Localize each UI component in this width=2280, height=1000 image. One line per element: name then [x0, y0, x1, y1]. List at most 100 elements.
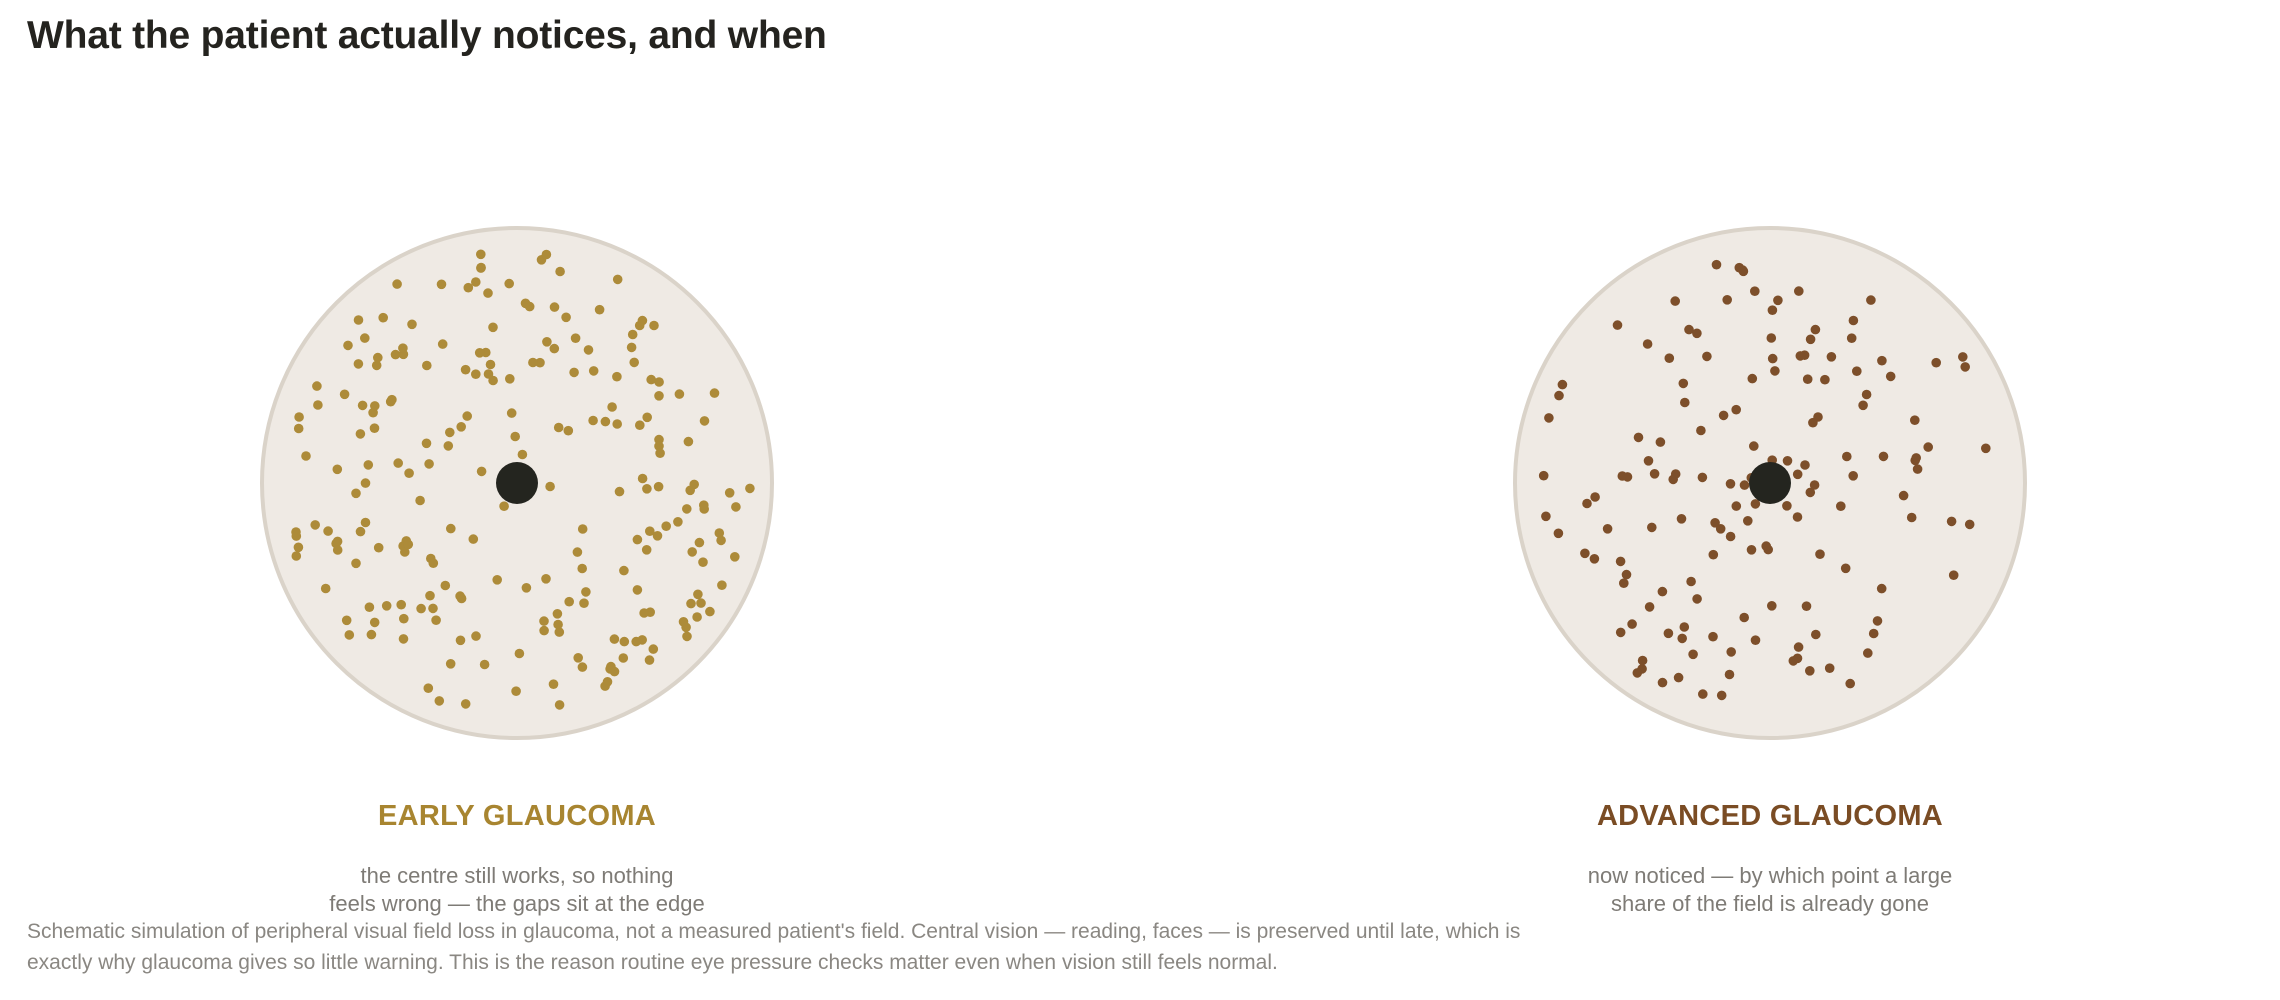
field-point [654, 391, 664, 401]
field-point [1824, 663, 1835, 673]
field-point [1800, 460, 1810, 470]
field-point [548, 679, 559, 689]
field-point [1960, 362, 1970, 372]
field-point [404, 468, 414, 479]
field-point [626, 342, 637, 353]
field-point [545, 481, 555, 492]
field-point [476, 262, 486, 273]
field-point [456, 422, 467, 432]
field-point [1702, 351, 1712, 362]
field-point [1792, 512, 1803, 522]
field-point [1663, 628, 1674, 639]
field-point [637, 473, 648, 484]
field-point [514, 648, 525, 659]
field-point [541, 249, 552, 260]
field-point [474, 348, 485, 358]
field-point [687, 547, 697, 557]
field-point [1906, 512, 1917, 523]
field-point [1725, 479, 1736, 489]
field-point [1553, 528, 1564, 539]
field-point [1923, 442, 1933, 452]
field-point [437, 339, 448, 349]
page-title: What the patient actually notices, and w… [27, 14, 827, 57]
field-point [1861, 389, 1872, 400]
field-point [1964, 519, 1975, 530]
field-point [1557, 379, 1568, 390]
field-point [425, 590, 435, 601]
field-point [619, 565, 629, 576]
field-point [320, 583, 331, 594]
field-point [1750, 286, 1760, 297]
field-point [373, 352, 383, 363]
field-point [353, 315, 364, 325]
field-point [637, 315, 648, 326]
field-point [471, 369, 481, 380]
field-point [1692, 328, 1702, 339]
field-point [1589, 554, 1600, 564]
field-point [428, 603, 438, 614]
field-point [1711, 259, 1722, 270]
field-point [602, 677, 613, 687]
early-glaucoma-label: EARLY GLAUCOMA [377, 800, 657, 832]
field-point [694, 537, 705, 548]
field-point [654, 377, 664, 387]
field-point [355, 429, 366, 439]
field-point [1544, 413, 1554, 423]
field-point [541, 574, 551, 584]
field-point [422, 360, 432, 371]
field-point [554, 700, 565, 710]
field-point [1981, 443, 1991, 454]
field-point [1842, 451, 1852, 462]
field-point [705, 606, 715, 617]
field-point [521, 583, 532, 593]
field-point [1868, 628, 1879, 639]
field-point [390, 349, 401, 360]
field-point [434, 696, 445, 706]
advanced-glaucoma-field [1513, 226, 2027, 740]
field-point [1680, 397, 1690, 408]
field-point [561, 312, 571, 323]
field-point [455, 591, 465, 601]
field-point [360, 333, 370, 343]
field-point [614, 486, 625, 497]
field-point [344, 630, 355, 640]
field-point [1767, 353, 1778, 364]
field-point [654, 434, 664, 445]
field-point [686, 598, 696, 609]
field-point [714, 528, 725, 538]
field-point [642, 412, 652, 423]
field-point [504, 278, 514, 289]
field-point [511, 686, 521, 696]
field-point [443, 441, 454, 451]
field-point [291, 527, 301, 537]
field-point [1655, 437, 1666, 447]
field-point [542, 337, 552, 347]
field-point [1811, 629, 1821, 640]
field-point [1770, 366, 1780, 376]
field-point [579, 598, 589, 608]
field-point [1615, 627, 1626, 638]
field-point [460, 364, 471, 375]
field-point [724, 488, 735, 498]
field-point [619, 636, 630, 647]
field-point [631, 636, 641, 647]
field-point [1872, 616, 1883, 626]
field-point [1782, 456, 1793, 466]
footnote: Schematic simulation of peripheral visua… [27, 920, 1521, 974]
field-point [1617, 471, 1628, 481]
field-point [709, 388, 720, 398]
field-point [653, 481, 664, 492]
field-point [1739, 612, 1749, 623]
field-point [1678, 378, 1689, 389]
field-point [476, 466, 487, 477]
field-point [1724, 669, 1735, 680]
field-point [313, 400, 323, 410]
field-point [1912, 464, 1923, 474]
field-point [1876, 583, 1887, 594]
field-point [369, 617, 380, 628]
field-point [1710, 518, 1720, 528]
early-glaucoma-field [260, 226, 774, 740]
field-point [423, 683, 434, 693]
field-point [332, 545, 343, 555]
field-point [312, 381, 322, 391]
